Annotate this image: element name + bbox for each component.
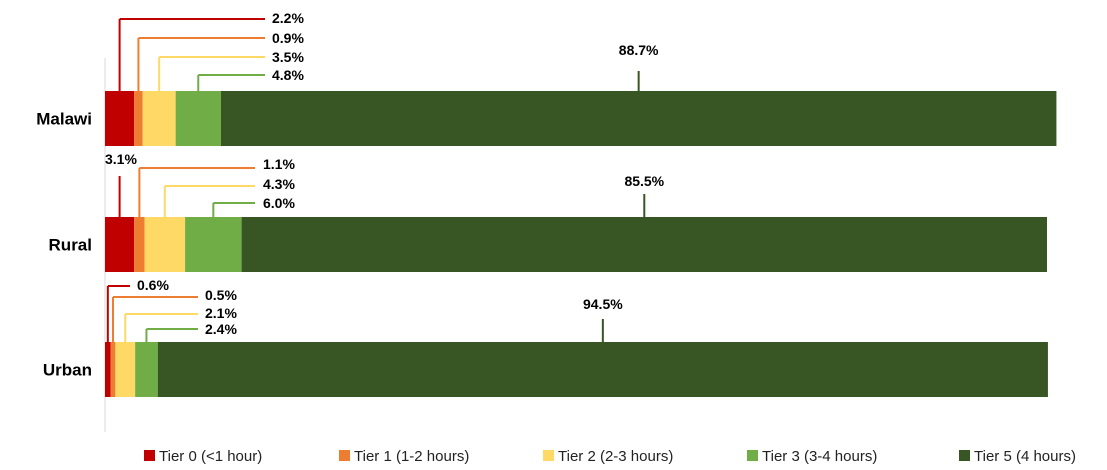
bar-rural-tier-0: [105, 217, 135, 272]
bar-rural-tier-1: [134, 217, 145, 272]
category-label-rural: Rural: [49, 236, 92, 255]
bar-urban-tier-2: [115, 342, 136, 397]
bar-malawi-tier-1: [134, 91, 143, 146]
legend-swatch-tier-2: [543, 450, 554, 461]
legend-label-tier-1: Tier 1 (1-2 hours): [354, 448, 469, 465]
category-label-urban: Urban: [43, 361, 92, 380]
legend-swatch-tier-1: [339, 450, 350, 461]
bar-rural-tier-4: [241, 217, 1048, 272]
category-label-malawi: Malawi: [36, 110, 92, 129]
data-label-urban-tier-2: 2.1%: [205, 305, 237, 321]
data-label-malawi-tier-3: 4.8%: [272, 67, 304, 83]
legend-swatch-tier-4: [959, 450, 970, 461]
data-label-rural-tier-2: 4.3%: [263, 176, 295, 192]
data-label-urban-tier-1: 0.5%: [205, 287, 237, 303]
bar-malawi-tier-4: [220, 91, 1057, 146]
data-label-urban-tier-4: 94.5%: [583, 296, 623, 312]
bar-rural-tier-3: [185, 217, 242, 272]
legend-label-tier-0: Tier 0 (<1 hour): [159, 448, 262, 465]
bar-urban-tier-1: [110, 342, 116, 397]
legend-label-tier-4: Tier 5 (4 hours): [974, 448, 1076, 465]
bar-urban-tier-0: [105, 342, 111, 397]
data-label-malawi-tier-1: 0.9%: [272, 30, 304, 46]
bar-malawi-tier-3: [175, 91, 221, 146]
bar-malawi-tier-0: [105, 91, 135, 146]
data-label-malawi-tier-4: 88.7%: [619, 42, 659, 58]
bar-malawi-tier-2: [142, 91, 176, 146]
data-label-rural-tier-3: 6.0%: [263, 195, 295, 211]
data-label-rural-tier-4: 85.5%: [624, 173, 664, 189]
bar-urban-tier-3: [135, 342, 158, 397]
legend-swatch-tier-3: [747, 450, 758, 461]
data-label-malawi-tier-0: 2.2%: [272, 10, 304, 26]
data-label-rural-tier-0: 3.1%: [105, 151, 137, 167]
legend-swatch-tier-0: [144, 450, 155, 461]
legend-label-tier-3: Tier 3 (3-4 hours): [762, 448, 877, 465]
data-label-rural-tier-1: 1.1%: [263, 156, 295, 172]
legend-label-tier-2: Tier 2 (2-3 hours): [558, 448, 673, 465]
data-label-malawi-tier-2: 3.5%: [272, 49, 304, 65]
data-label-urban-tier-0: 0.6%: [137, 277, 169, 293]
bar-urban-tier-4: [157, 342, 1048, 397]
bar-rural-tier-2: [144, 217, 186, 272]
data-label-urban-tier-3: 2.4%: [205, 321, 237, 337]
